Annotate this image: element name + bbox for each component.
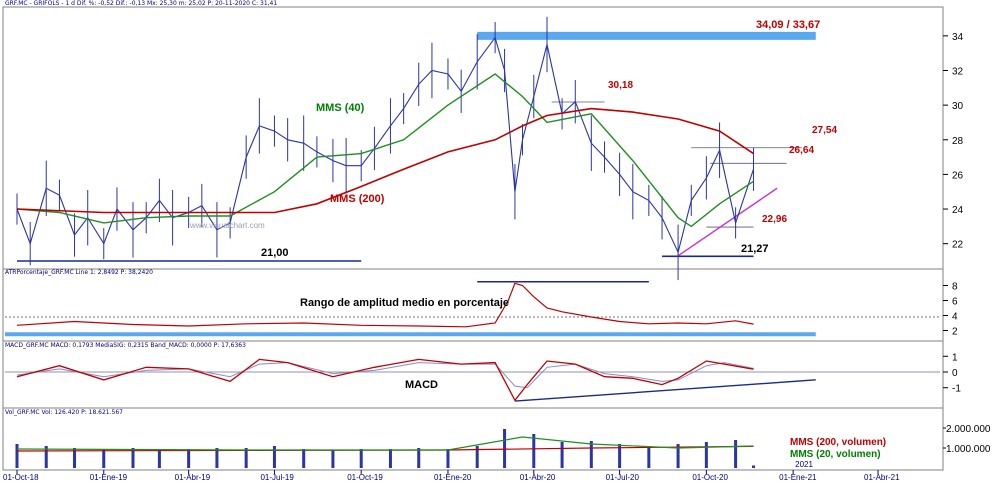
level-label-r4: 26,64 [789, 145, 814, 156]
atr-ytick: 2 [952, 327, 958, 338]
date-xtick: 01-Abr-21 [864, 473, 900, 482]
volume-bar [560, 442, 564, 468]
macd-trendline [514, 379, 816, 402]
price-panel-frame [2, 6, 944, 270]
year-label: 2021 [795, 460, 813, 469]
volume-bar [272, 446, 276, 468]
macd-ytick: 0 [952, 368, 958, 379]
volume-bar [131, 448, 135, 468]
level-label-s2: 21,27 [741, 243, 769, 255]
volume-bar [157, 450, 161, 468]
price-ytick: 24 [952, 205, 964, 216]
volume-bar [532, 434, 536, 468]
atr-ytick: 4 [952, 312, 958, 323]
macd-ytick: -1 [952, 384, 961, 395]
volume-bar [388, 449, 392, 468]
date-xtick: 01-Ene-20 [434, 473, 472, 482]
date-xtick: 01-Ene-19 [90, 473, 128, 482]
macd-y-axis: 1 0 -1 [952, 352, 961, 394]
atr-panel-frame [2, 268, 944, 342]
volume-bar [73, 448, 77, 468]
volume-bar [331, 450, 335, 468]
price-ytick: 26 [952, 170, 964, 181]
level-label-s3: 21,00 [261, 247, 289, 259]
price-ytick: 32 [952, 66, 964, 77]
volume-y-axis: 2.000.000 1.000.000 [946, 424, 991, 455]
volume-bar [244, 448, 248, 468]
price-ytick: 30 [952, 101, 964, 112]
chart-marks [5, 16, 948, 474]
volume-bar [589, 441, 593, 468]
price-ytick: 34 [952, 32, 964, 43]
atr-ytick: 8 [952, 282, 958, 293]
macd-panel-header: MACD_GRF.MC MACD: 0,1793 MediaSIG: 0,231… [5, 342, 246, 349]
price-y-axis: 34 32 30 28 26 24 22 [952, 32, 964, 251]
volume-bar [446, 449, 450, 468]
macd-ytick: 1 [952, 352, 958, 363]
volume-bar [704, 442, 708, 468]
volume-bar [647, 446, 651, 468]
mms40-label: MMS (40) [316, 102, 365, 114]
mms200-label: MMS (200) [330, 193, 385, 205]
volume-bar [618, 444, 622, 468]
mms40-line [16, 73, 754, 228]
macd-panel-title: MACD [405, 379, 438, 391]
atr-panel-header: ATRPorcentaje_GRF.MC Line 1: 2,8492 P: 3… [5, 269, 153, 276]
level-label-r1: 34,09 / 33,67 [756, 19, 820, 31]
volume-mms20-line [16, 436, 754, 451]
price-panel: GRF.MC - GRIFOLS - 1 d Dif. %: -0,52 Dif… [2, 0, 944, 270]
vol-mms20-label: MMS (20, volumen) [790, 449, 881, 460]
watermark: www.visualchart.com [189, 221, 265, 230]
volume-bar [676, 444, 680, 468]
date-x-axis: 01-Oct-18 01-Ene-19 01-Abr-19 01-Jul-19 … [3, 473, 900, 482]
date-xtick: 01-Abr-19 [175, 473, 211, 482]
mms200-line [16, 107, 754, 214]
volume-bar [215, 448, 219, 468]
atr-base-band [5, 332, 816, 337]
price-ytick: 28 [952, 136, 964, 147]
volume-bar [417, 448, 421, 468]
level-label-r3: 27,54 [812, 125, 837, 136]
date-xtick: 01-Ene-21 [779, 473, 817, 482]
macd-line [16, 358, 754, 402]
atr-y-axis: 8 6 4 2 [952, 282, 958, 338]
date-xtick: 01-Oct-20 [692, 473, 728, 482]
atr-ytick: 6 [952, 297, 958, 308]
volume-bar [102, 449, 106, 468]
volume-ytick: 2.000.000 [946, 424, 991, 435]
volume-ytick: 1.000.000 [946, 444, 991, 455]
volume-panel-header: Vol_GRF.MC Vol: 126.420 P: 18.621.567 [5, 409, 123, 416]
date-xtick: 01-Jul-20 [606, 473, 640, 482]
date-xtick: 01-Oct-18 [3, 473, 39, 482]
macd-panel: MACD_GRF.MC MACD: 0,1793 MediaSIG: 0,231… [2, 340, 944, 409]
support-trendline [677, 187, 778, 257]
level-label-s1: 22,96 [762, 214, 787, 225]
volume-bar [302, 449, 306, 468]
date-xtick: 01-Abr-20 [520, 473, 556, 482]
macd-panel-frame [2, 340, 944, 409]
atr-line [16, 282, 754, 328]
date-xtick: 01-Jul-19 [260, 473, 294, 482]
price-panel-header: GRF.MC - GRIFOLS - 1 d Dif. %: -0,52 Dif… [5, 0, 277, 7]
volume-bar [187, 449, 191, 468]
price-ytick: 22 [952, 240, 964, 251]
volume-bar [734, 440, 738, 468]
volume-bar [44, 446, 48, 468]
volume-bar [359, 449, 363, 468]
atr-panel: ATRPorcentaje_GRF.MC Line 1: 2,8492 P: 3… [2, 268, 944, 342]
date-xtick: 01-Oct-19 [347, 473, 383, 482]
volume-bar [15, 444, 19, 468]
volume-bar [752, 465, 756, 468]
atr-panel-title: Rango de amplitud medio en porcentaje [300, 297, 509, 309]
level-label-r2: 30,18 [608, 80, 633, 91]
volume-bar [475, 446, 479, 468]
volume-bar [503, 429, 507, 468]
vol-mms200-label: MMS (200, volumen) [790, 437, 886, 448]
resistance-band-34 [477, 31, 816, 40]
